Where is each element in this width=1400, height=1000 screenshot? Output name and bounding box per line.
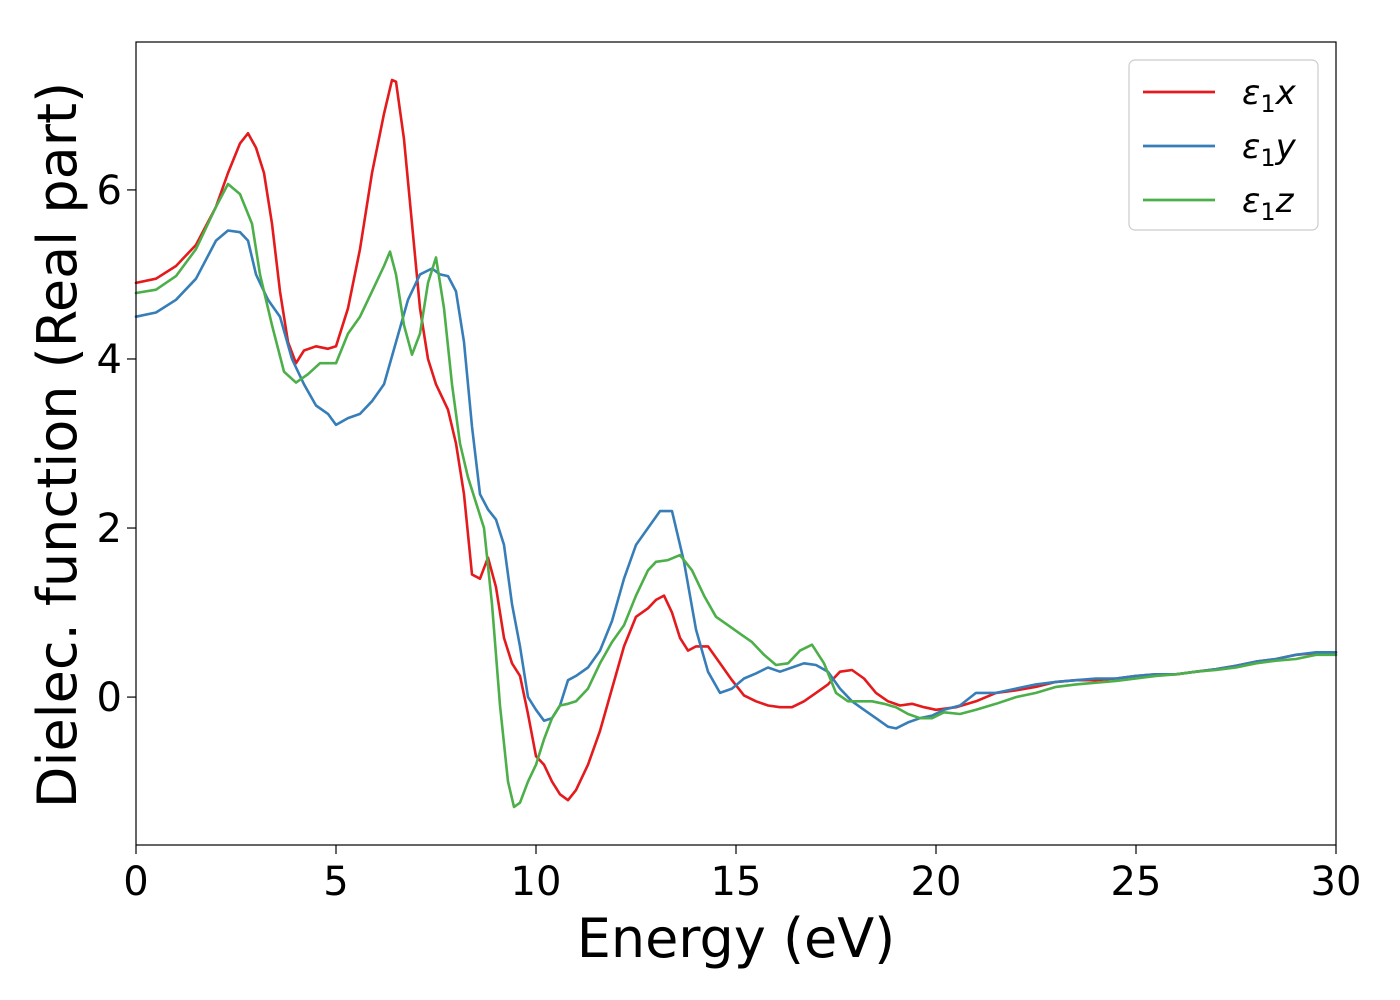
- x-tick-label: 5: [323, 859, 348, 905]
- y-axis: 0 2 4 6: [97, 168, 136, 721]
- legend-label-z: ε1z: [1242, 181, 1295, 226]
- x-tick-label: 20: [911, 859, 962, 905]
- series-line-x: [134, 78, 1338, 802]
- series-line-z: [134, 182, 1338, 809]
- x-axis: 0 5 10 15 20 25 30: [123, 845, 1361, 905]
- y-tick-label: 0: [97, 675, 122, 721]
- x-tick-label: 15: [711, 859, 762, 905]
- legend: ε1x ε1y ε1z: [1128, 59, 1319, 231]
- legend-label-x: ε1x: [1242, 73, 1297, 118]
- y-tick-label: 2: [97, 506, 122, 552]
- legend-label-y: ε1y: [1242, 127, 1297, 172]
- x-axis-title: Energy (eV): [577, 907, 896, 970]
- series-line-y: [134, 229, 1338, 730]
- x-tick-label: 0: [123, 859, 148, 905]
- x-tick-label: 25: [1111, 859, 1162, 905]
- y-tick-label: 6: [97, 168, 122, 214]
- legend-box: [1128, 59, 1319, 231]
- x-tick-label: 10: [511, 859, 562, 905]
- x-tick-label: 30: [1311, 859, 1362, 905]
- y-axis-title: Dielec. function (Real part): [26, 82, 89, 808]
- y-tick-label: 4: [97, 337, 122, 383]
- series-layer: [134, 78, 1338, 809]
